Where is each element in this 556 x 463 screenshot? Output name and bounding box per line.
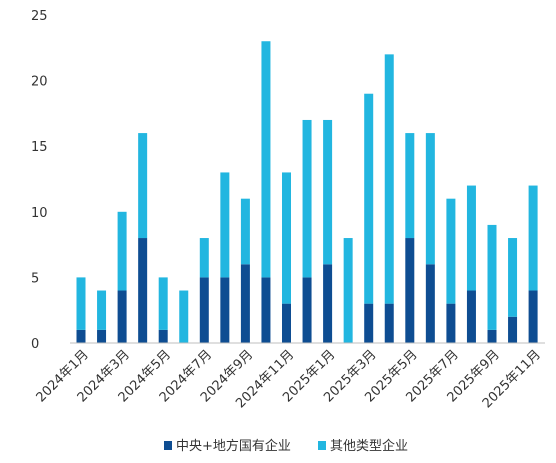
- legend: 中央+地方国有企业 其他类型企业: [164, 438, 408, 454]
- bar-other: [138, 133, 148, 239]
- y-tick-label: 10: [31, 206, 48, 221]
- bar-other: [117, 211, 127, 291]
- bar-state-owned: [240, 264, 250, 343]
- bar-state-owned: [466, 290, 476, 343]
- bar-other: [240, 198, 250, 265]
- y-axis: 0 5 10 15 20 25: [31, 9, 48, 352]
- bar-state-owned: [364, 303, 374, 343]
- bar-other: [158, 277, 168, 330]
- bar-state-owned: [508, 316, 518, 343]
- bar-other: [220, 172, 230, 278]
- y-tick-label: 0: [31, 337, 39, 352]
- bar-state-owned: [97, 329, 107, 343]
- bar-other: [302, 119, 312, 278]
- bar-other: [323, 119, 333, 265]
- bar-other: [528, 185, 538, 291]
- bar-state-owned: [425, 264, 435, 343]
- bar-state-owned: [446, 303, 456, 343]
- bar-state-owned: [487, 329, 497, 343]
- y-tick-label: 15: [31, 140, 48, 155]
- bar-state-owned: [220, 277, 230, 343]
- bar-other: [76, 277, 86, 330]
- bar-state-owned: [323, 264, 333, 343]
- bar-other: [425, 133, 435, 265]
- y-tick-label: 25: [31, 9, 48, 24]
- bar-other: [343, 238, 353, 343]
- legend-swatch-other: [318, 441, 326, 450]
- bar-other: [487, 224, 497, 330]
- bar-other: [97, 290, 107, 330]
- y-tick-label: 5: [31, 271, 39, 286]
- y-tick-label: 20: [31, 75, 48, 90]
- bar-other: [364, 93, 374, 304]
- bar-state-owned: [384, 303, 394, 343]
- bar-other: [179, 290, 189, 343]
- bar-other: [282, 172, 291, 304]
- bar-state-owned: [158, 329, 168, 343]
- bar-state-owned: [302, 277, 312, 343]
- bar-state-owned: [528, 290, 538, 343]
- legend-label-state-owned: 中央+地方国有企业: [176, 438, 291, 454]
- bar-other: [446, 198, 456, 304]
- legend-swatch-state-owned: [164, 441, 172, 450]
- bar-other: [384, 54, 394, 304]
- bar-other: [199, 238, 209, 278]
- bar-other: [405, 133, 415, 239]
- bar-state-owned: [76, 329, 86, 343]
- legend-label-other: 其他类型企业: [330, 438, 408, 454]
- bar-other: [508, 238, 518, 317]
- bar-state-owned: [117, 290, 127, 343]
- bar-state-owned: [282, 303, 291, 343]
- bar-other: [466, 185, 476, 291]
- bars: [76, 41, 538, 343]
- bar-other: [261, 41, 271, 278]
- bar-state-owned: [138, 238, 148, 343]
- x-axis: 2024年1月2024年3月2024年5月2024年7月2024年9月2024年…: [34, 347, 544, 411]
- bar-state-owned: [261, 277, 271, 343]
- bar-state-owned: [199, 277, 209, 343]
- bar-state-owned: [405, 238, 415, 343]
